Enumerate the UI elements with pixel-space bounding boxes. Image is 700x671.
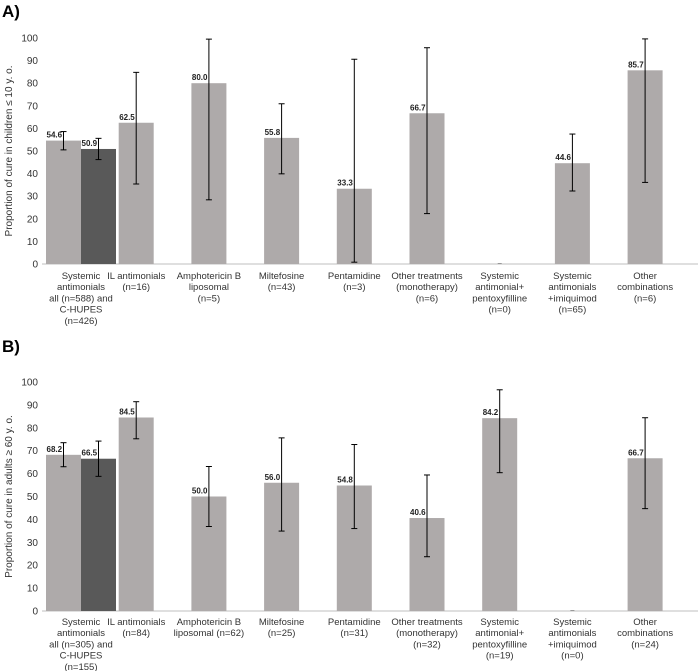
- panel-b-chart: B) Proportion of cure in adults ≥ 60 y. o…: [2, 337, 698, 671]
- bar: [81, 458, 116, 611]
- panel-label: A): [2, 2, 20, 21]
- data-label: 44.6: [555, 153, 571, 162]
- data-label: 56.0: [265, 473, 281, 482]
- bar: [81, 148, 116, 264]
- category-label: Miltefosine (n=43): [259, 271, 304, 293]
- data-label: 66.7: [628, 448, 644, 457]
- y-tick-label: 60: [27, 124, 39, 135]
- y-tick-label: 100: [21, 378, 38, 389]
- y-tick-label: 30: [27, 192, 39, 203]
- bar: [46, 140, 81, 264]
- data-label: 84.2: [483, 408, 499, 417]
- data-label: 55.8: [265, 128, 281, 137]
- category-label: Other treatments (monotherapy) (n=32): [391, 617, 463, 650]
- y-tick-label: 0: [32, 607, 38, 618]
- category-label: Pentamidine (n=3): [328, 271, 381, 293]
- category-label: Other combinations (n=6): [617, 271, 673, 304]
- category-label: Systemic antimonial+ pentoxyfilline (n=0): [472, 271, 527, 316]
- panel-label: B): [2, 337, 20, 356]
- category-label: Other combinations (n=24): [617, 617, 673, 650]
- y-tick-label: 50: [27, 147, 39, 158]
- y-tick-label: 100: [21, 34, 38, 45]
- y-tick-label: 10: [27, 237, 39, 248]
- category-label: Other treatments (monotherapy) (n=6): [391, 271, 463, 304]
- y-tick-label: 40: [27, 515, 39, 526]
- y-tick-label: 90: [27, 56, 39, 67]
- data-label: 68.2: [47, 445, 63, 454]
- category-label: IL antimonials (n=16): [107, 271, 166, 293]
- panel-a-chart: A) Proportion of cure in children ≤ 10 y.…: [2, 2, 698, 327]
- data-label: 40.6: [410, 508, 426, 517]
- y-tick-label: 40: [27, 169, 39, 180]
- bar: [118, 417, 154, 611]
- data-label: 66.7: [410, 103, 426, 112]
- data-label: 33.3: [337, 179, 353, 188]
- y-axis-label: Proportion of cure in children ≤ 10 y. o…: [4, 66, 15, 237]
- category-label: Systemic antimonial+ pentoxyfilline (n=19): [472, 617, 527, 662]
- category-label: IL antimonials (n=84): [107, 617, 166, 639]
- y-tick-label: 20: [27, 214, 39, 225]
- category-label: Systemic antimonials all (n=588) and C-HUPE…: [49, 271, 113, 327]
- y-tick-label: 70: [27, 101, 39, 112]
- y-tick-label: 80: [27, 79, 39, 90]
- y-tick-label: 0: [32, 260, 38, 271]
- y-axis-label: Proportion of cure in adults ≥ 60 y. o.: [4, 415, 15, 578]
- y-tick-label: 50: [27, 492, 39, 503]
- data-label: 54.8: [337, 476, 353, 485]
- data-label: 80.0: [192, 73, 208, 82]
- category-label: Pentamidine (n=31): [328, 617, 381, 639]
- y-tick-label: 80: [27, 423, 39, 434]
- data-label: 50.0: [192, 487, 208, 496]
- data-label: 62.5: [119, 113, 135, 122]
- data-label: 84.5: [119, 407, 135, 416]
- category-label: Miltefosine (n=25): [259, 617, 304, 639]
- y-tick-label: 60: [27, 469, 39, 480]
- data-label: 50.9: [82, 139, 98, 148]
- y-tick-label: 70: [27, 446, 39, 457]
- data-label: 54.6: [47, 131, 63, 140]
- category-label: Systemic antimonials +imiquimod (n=65): [548, 271, 597, 316]
- y-tick-label: 20: [27, 561, 39, 572]
- category-label: Systemic antimonials +imiquimod (n=0): [548, 617, 597, 662]
- category-label: Systemic antimonials all (n=305) and C-HUPE…: [49, 617, 113, 671]
- data-label: 85.7: [628, 60, 644, 69]
- y-tick-label: 90: [27, 400, 39, 411]
- y-tick-label: 10: [27, 584, 39, 595]
- data-label: 66.5: [82, 449, 98, 458]
- y-tick-label: 30: [27, 538, 39, 549]
- bar: [46, 454, 81, 611]
